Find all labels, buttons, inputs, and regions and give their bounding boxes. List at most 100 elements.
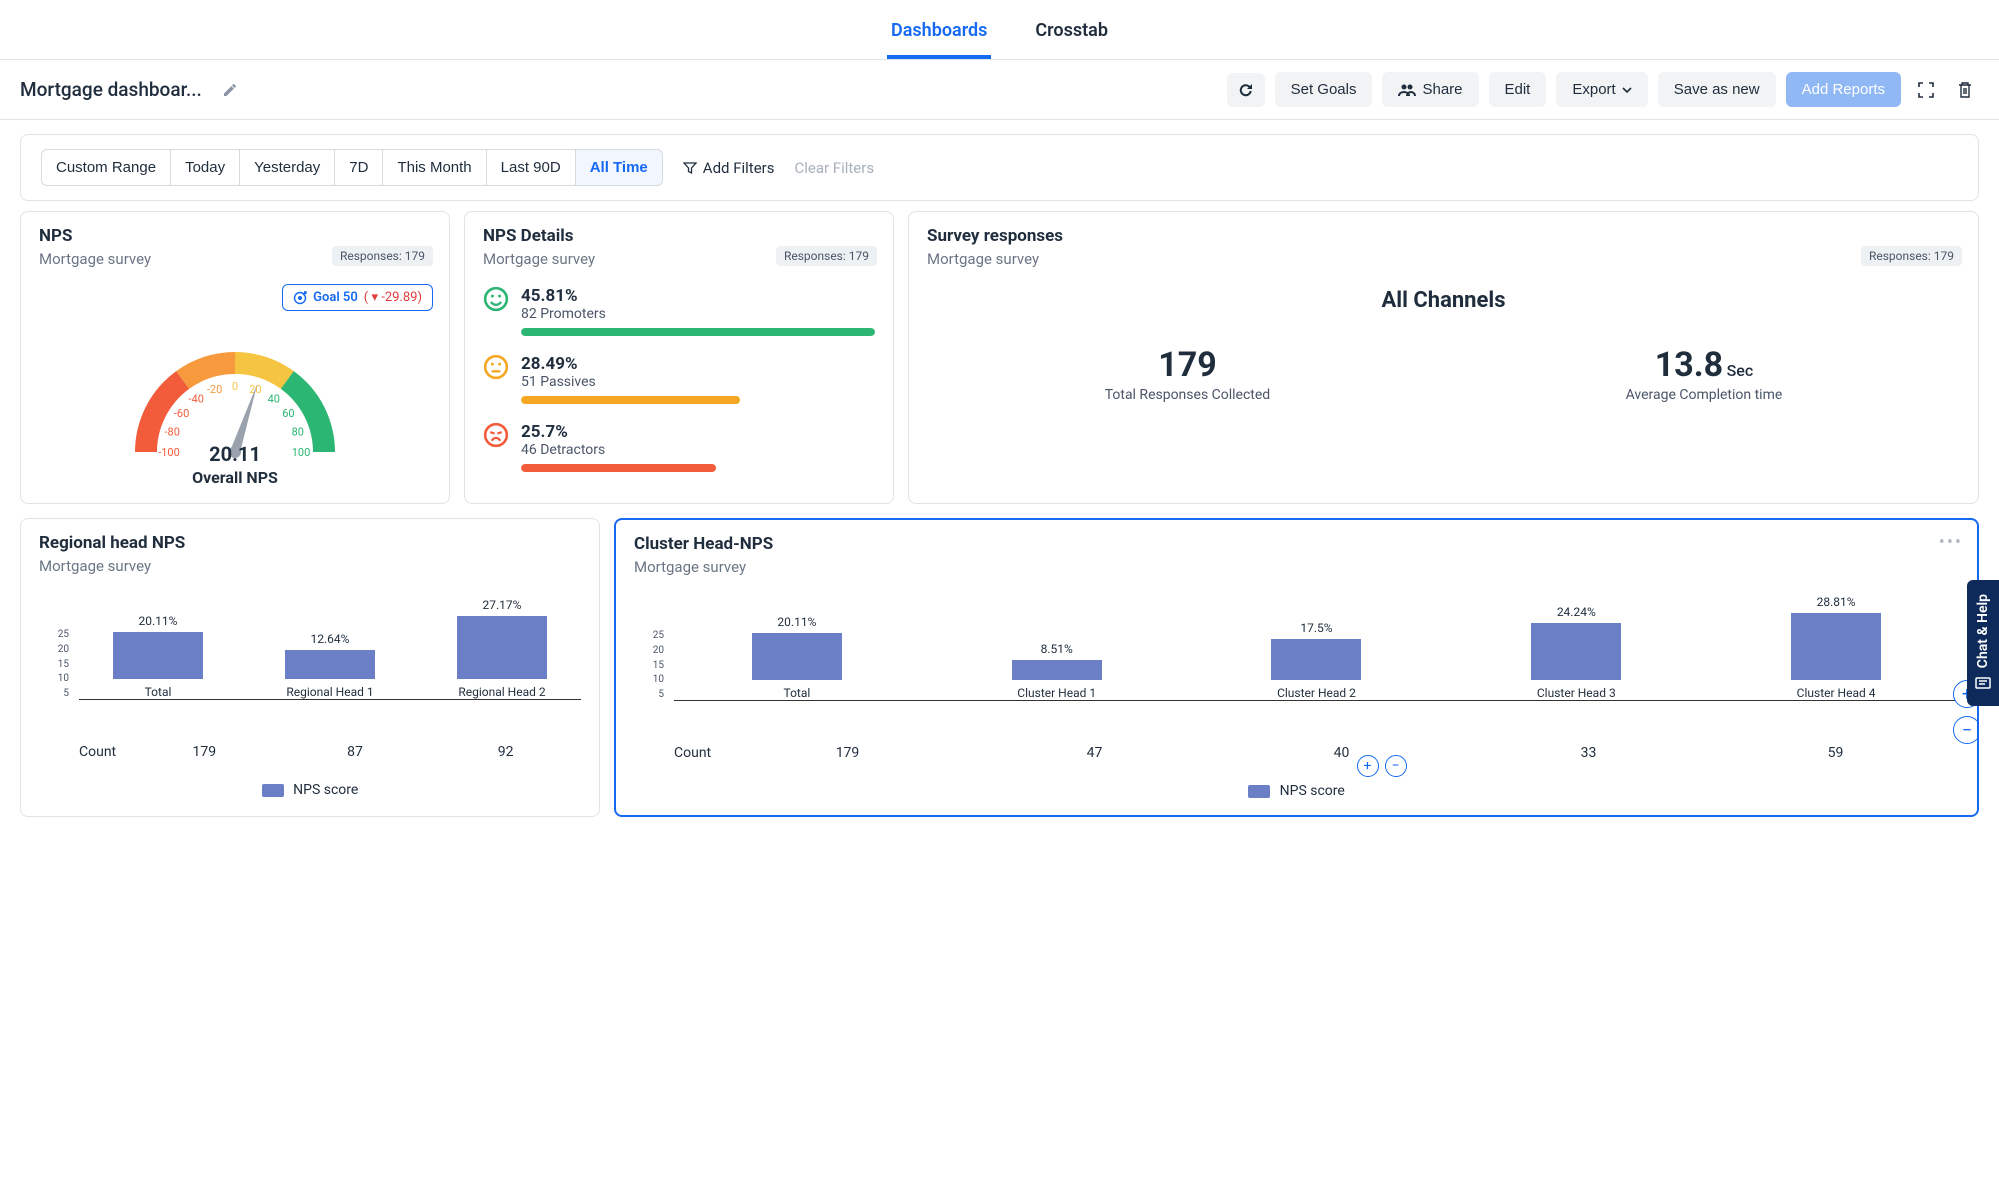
- bar-rect: [457, 616, 547, 679]
- gauge-label: Overall NPS: [192, 468, 278, 487]
- zoom-out-icon[interactable]: −: [1953, 716, 1979, 744]
- count-label: Count: [674, 745, 724, 761]
- bar-rect: [1531, 623, 1621, 680]
- gauge: -100-80-60-40-20020406080100 20.11 Overa…: [39, 302, 431, 487]
- delete-icon[interactable]: [1951, 75, 1979, 105]
- export-label: Export: [1572, 81, 1615, 98]
- count-row: Count 17947403359: [634, 745, 1959, 761]
- zoom-in-icon[interactable]: +: [1357, 755, 1379, 777]
- add-filters-link[interactable]: Add Filters: [683, 159, 775, 177]
- chevron-down-icon: [1622, 87, 1632, 93]
- count-value: 92: [430, 744, 581, 760]
- people-icon: [1398, 83, 1416, 97]
- svg-text:-80: -80: [165, 426, 180, 439]
- fullscreen-icon[interactable]: [1911, 75, 1941, 105]
- toolbar: Mortgage dashboar... Set Goals Share Edi…: [0, 60, 1999, 120]
- card-title: NPS: [39, 226, 431, 246]
- card-subtitle: Mortgage survey: [634, 558, 1959, 576]
- legend-label: NPS score: [1280, 783, 1345, 799]
- nps-card: NPS Mortgage survey Responses: 179 Goal …: [20, 211, 450, 504]
- export-button[interactable]: Export: [1556, 72, 1647, 107]
- tab-dashboards[interactable]: Dashboards: [887, 12, 991, 59]
- y-axis: 252015105: [39, 629, 69, 699]
- card-subtitle: Mortgage survey: [927, 250, 1960, 268]
- chat-help-button[interactable]: Chat & Help: [1967, 580, 1999, 706]
- bar-rect: [1791, 613, 1881, 680]
- count-value: 179: [724, 745, 971, 761]
- svg-text:-20: -20: [207, 383, 222, 396]
- detail-bar: [521, 464, 716, 472]
- set-goals-button[interactable]: Set Goals: [1275, 72, 1373, 107]
- top-grid: NPS Mortgage survey Responses: 179 Goal …: [0, 211, 1999, 518]
- card-title: NPS Details: [483, 226, 875, 246]
- legend: NPS score: [634, 783, 1959, 799]
- bar-item: 20.11%Total: [674, 615, 920, 700]
- count-value: 47: [971, 745, 1218, 761]
- card-title: Regional head NPS: [39, 533, 581, 553]
- goal-label: Goal 50: [313, 290, 358, 305]
- range-btn-7d[interactable]: 7D: [334, 149, 383, 186]
- legend-swatch: [1248, 785, 1270, 798]
- add-reports-button[interactable]: Add Reports: [1786, 72, 1901, 107]
- survey-center: All Channels 179 Total Responses Collect…: [927, 288, 1960, 403]
- survey-stats: 179 Total Responses Collected 13.8 SecAve…: [927, 345, 1960, 403]
- bar-item: 24.24%Cluster Head 3: [1453, 605, 1699, 700]
- bar-item: 17.5%Cluster Head 2: [1194, 621, 1440, 700]
- detail-pct: 25.7%: [521, 422, 875, 442]
- bar-rect: [113, 632, 203, 679]
- share-button[interactable]: Share: [1382, 72, 1478, 107]
- bottom-grid: Regional head NPS Mortgage survey 252015…: [0, 518, 1999, 837]
- card-subtitle: Mortgage survey: [39, 557, 581, 575]
- filter-bar: Custom RangeTodayYesterday7DThis MonthLa…: [20, 134, 1979, 201]
- card-title: Survey responses: [927, 226, 1960, 246]
- bar-item: 27.17%Regional Head 2: [423, 598, 581, 699]
- count-value: 59: [1712, 745, 1959, 761]
- detail-bar: [521, 396, 740, 404]
- count-label: Count: [79, 744, 129, 760]
- stat: 13.8 SecAverage Completion time: [1626, 345, 1783, 403]
- save-as-new-button[interactable]: Save as new: [1658, 72, 1776, 107]
- cluster-barchart: 252015105 20.11%Total8.51%Cluster Head 1…: [634, 600, 1959, 799]
- svg-text:80: 80: [292, 426, 304, 439]
- legend: NPS score: [39, 782, 581, 798]
- goal-badge[interactable]: Goal 50 ( ▾ -29.89): [282, 284, 433, 311]
- range-btn-today[interactable]: Today: [170, 149, 240, 186]
- edit-button[interactable]: Edit: [1489, 72, 1547, 107]
- range-btn-custom-range[interactable]: Custom Range: [41, 149, 171, 186]
- tab-crosstab[interactable]: Crosstab: [1031, 12, 1112, 59]
- refresh-button[interactable]: [1227, 73, 1265, 107]
- detail-row: 25.7% 46 Detractors: [483, 422, 875, 472]
- svg-text:-40: -40: [189, 393, 204, 406]
- bar-rect: [1012, 660, 1102, 680]
- detail-label: 82 Promoters: [521, 306, 875, 322]
- target-icon: [293, 291, 307, 305]
- detail-label: 46 Detractors: [521, 442, 875, 458]
- stat: 179 Total Responses Collected: [1105, 345, 1271, 403]
- regional-barchart: 252015105 20.11%Total12.64%Regional Head…: [39, 599, 581, 798]
- bar-rect: [285, 650, 375, 679]
- bar-rect: [1271, 639, 1361, 680]
- range-btn-yesterday[interactable]: Yesterday: [239, 149, 335, 186]
- svg-text:-100: -100: [158, 446, 180, 459]
- range-btn-all-time[interactable]: All Time: [575, 149, 663, 186]
- zoom-out-icon[interactable]: −: [1385, 755, 1407, 777]
- detail-pct: 45.81%: [521, 286, 875, 306]
- count-value: 179: [129, 744, 280, 760]
- top-tabs: Dashboards Crosstab: [0, 0, 1999, 60]
- pencil-icon[interactable]: [222, 82, 238, 98]
- chat-icon: [1975, 676, 1991, 692]
- more-icon[interactable]: •••: [1939, 532, 1963, 553]
- filter-icon: [683, 161, 697, 175]
- gauge-value: 20.11: [209, 442, 261, 466]
- face-icon: [483, 354, 509, 380]
- responses-badge: Responses: 179: [332, 246, 433, 266]
- zoom-controls: + −: [1357, 755, 1407, 777]
- clear-filters-link[interactable]: Clear Filters: [794, 159, 874, 177]
- add-filters-label: Add Filters: [703, 159, 775, 177]
- svg-text:-60: -60: [174, 407, 189, 420]
- bar-item: 28.81%Cluster Head 4: [1713, 595, 1959, 700]
- detail-label: 51 Passives: [521, 374, 875, 390]
- range-btn-last-90d[interactable]: Last 90D: [486, 149, 576, 186]
- svg-text:40: 40: [268, 393, 280, 406]
- range-btn-this-month[interactable]: This Month: [382, 149, 486, 186]
